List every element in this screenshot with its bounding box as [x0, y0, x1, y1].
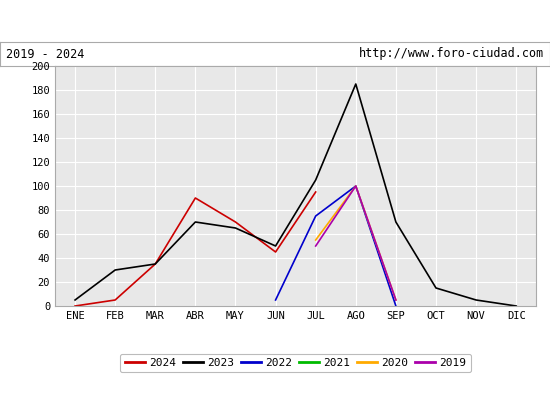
Text: Evolucion Nº Turistas Extranjeros en el municipio de Sarracín: Evolucion Nº Turistas Extranjeros en el … [51, 13, 499, 29]
Legend: 2024, 2023, 2022, 2021, 2020, 2019: 2024, 2023, 2022, 2021, 2020, 2019 [120, 354, 471, 372]
Text: 2019 - 2024: 2019 - 2024 [6, 48, 84, 60]
Text: http://www.foro-ciudad.com: http://www.foro-ciudad.com [359, 48, 544, 60]
